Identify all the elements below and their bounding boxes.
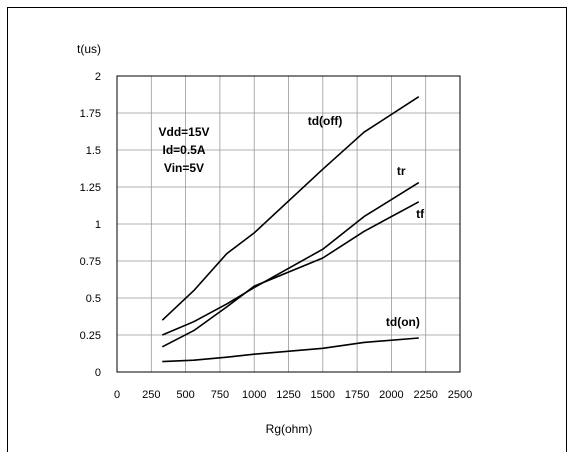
condition-line: Id=0.5A <box>162 143 205 157</box>
x-tick-label: 2000 <box>379 389 403 401</box>
chart-frame <box>7 7 567 452</box>
y-tick-label: 2 <box>95 71 101 83</box>
x-tick-label: 1000 <box>242 389 266 401</box>
x-axis-label: Rg(ohm) <box>266 422 313 436</box>
series-line-tdoff <box>161 96 420 321</box>
series-label: tf <box>416 207 425 221</box>
x-tick-label: 250 <box>142 389 160 401</box>
series-label: tr <box>397 164 406 178</box>
x-tick-label: 0 <box>114 389 120 401</box>
x-tick-labels: 0 250 500 750 1000 1250 1500 1750 2000 2250 2500 <box>114 389 472 401</box>
y-tick-label: 0.75 <box>80 256 101 268</box>
y-tick-label: 1.5 <box>86 145 101 157</box>
x-tick-label: 750 <box>211 389 229 401</box>
y-tick-label: 0.25 <box>80 330 101 342</box>
series-line-tdon <box>162 337 419 363</box>
series-line-tr <box>161 181 420 336</box>
grid <box>117 76 460 372</box>
x-tick-label: 1750 <box>345 389 369 401</box>
condition-annotations: Vdd=15V Id=0.5A Vin=5V <box>158 125 209 175</box>
condition-line: Vin=5V <box>164 161 204 175</box>
x-tick-label: 1500 <box>311 389 335 401</box>
x-tick-label: 2500 <box>448 389 472 401</box>
x-tick-label: 1250 <box>276 389 300 401</box>
series-label: td(off) <box>308 114 343 128</box>
y-tick-label: 1.25 <box>80 182 101 194</box>
y-tick-label: 0.5 <box>86 293 101 305</box>
x-tick-label: 500 <box>176 389 194 401</box>
series-labels: td(off) tr tf td(on) <box>308 114 425 329</box>
y-tick-label: 0 <box>95 367 101 379</box>
series-label: td(on) <box>386 315 420 329</box>
series-group <box>161 96 420 363</box>
y-tick-label: 1 <box>95 219 101 231</box>
condition-line: Vdd=15V <box>158 125 209 139</box>
y-tick-label: 1.75 <box>80 108 101 120</box>
y-axis-label: t(us) <box>77 42 101 56</box>
series-line-tf <box>161 201 420 348</box>
x-tick-label: 2250 <box>413 389 437 401</box>
y-tick-labels: 0 0.25 0.5 0.75 1 1.25 1.5 1.75 2 <box>80 71 101 379</box>
plot-border <box>116 75 461 373</box>
